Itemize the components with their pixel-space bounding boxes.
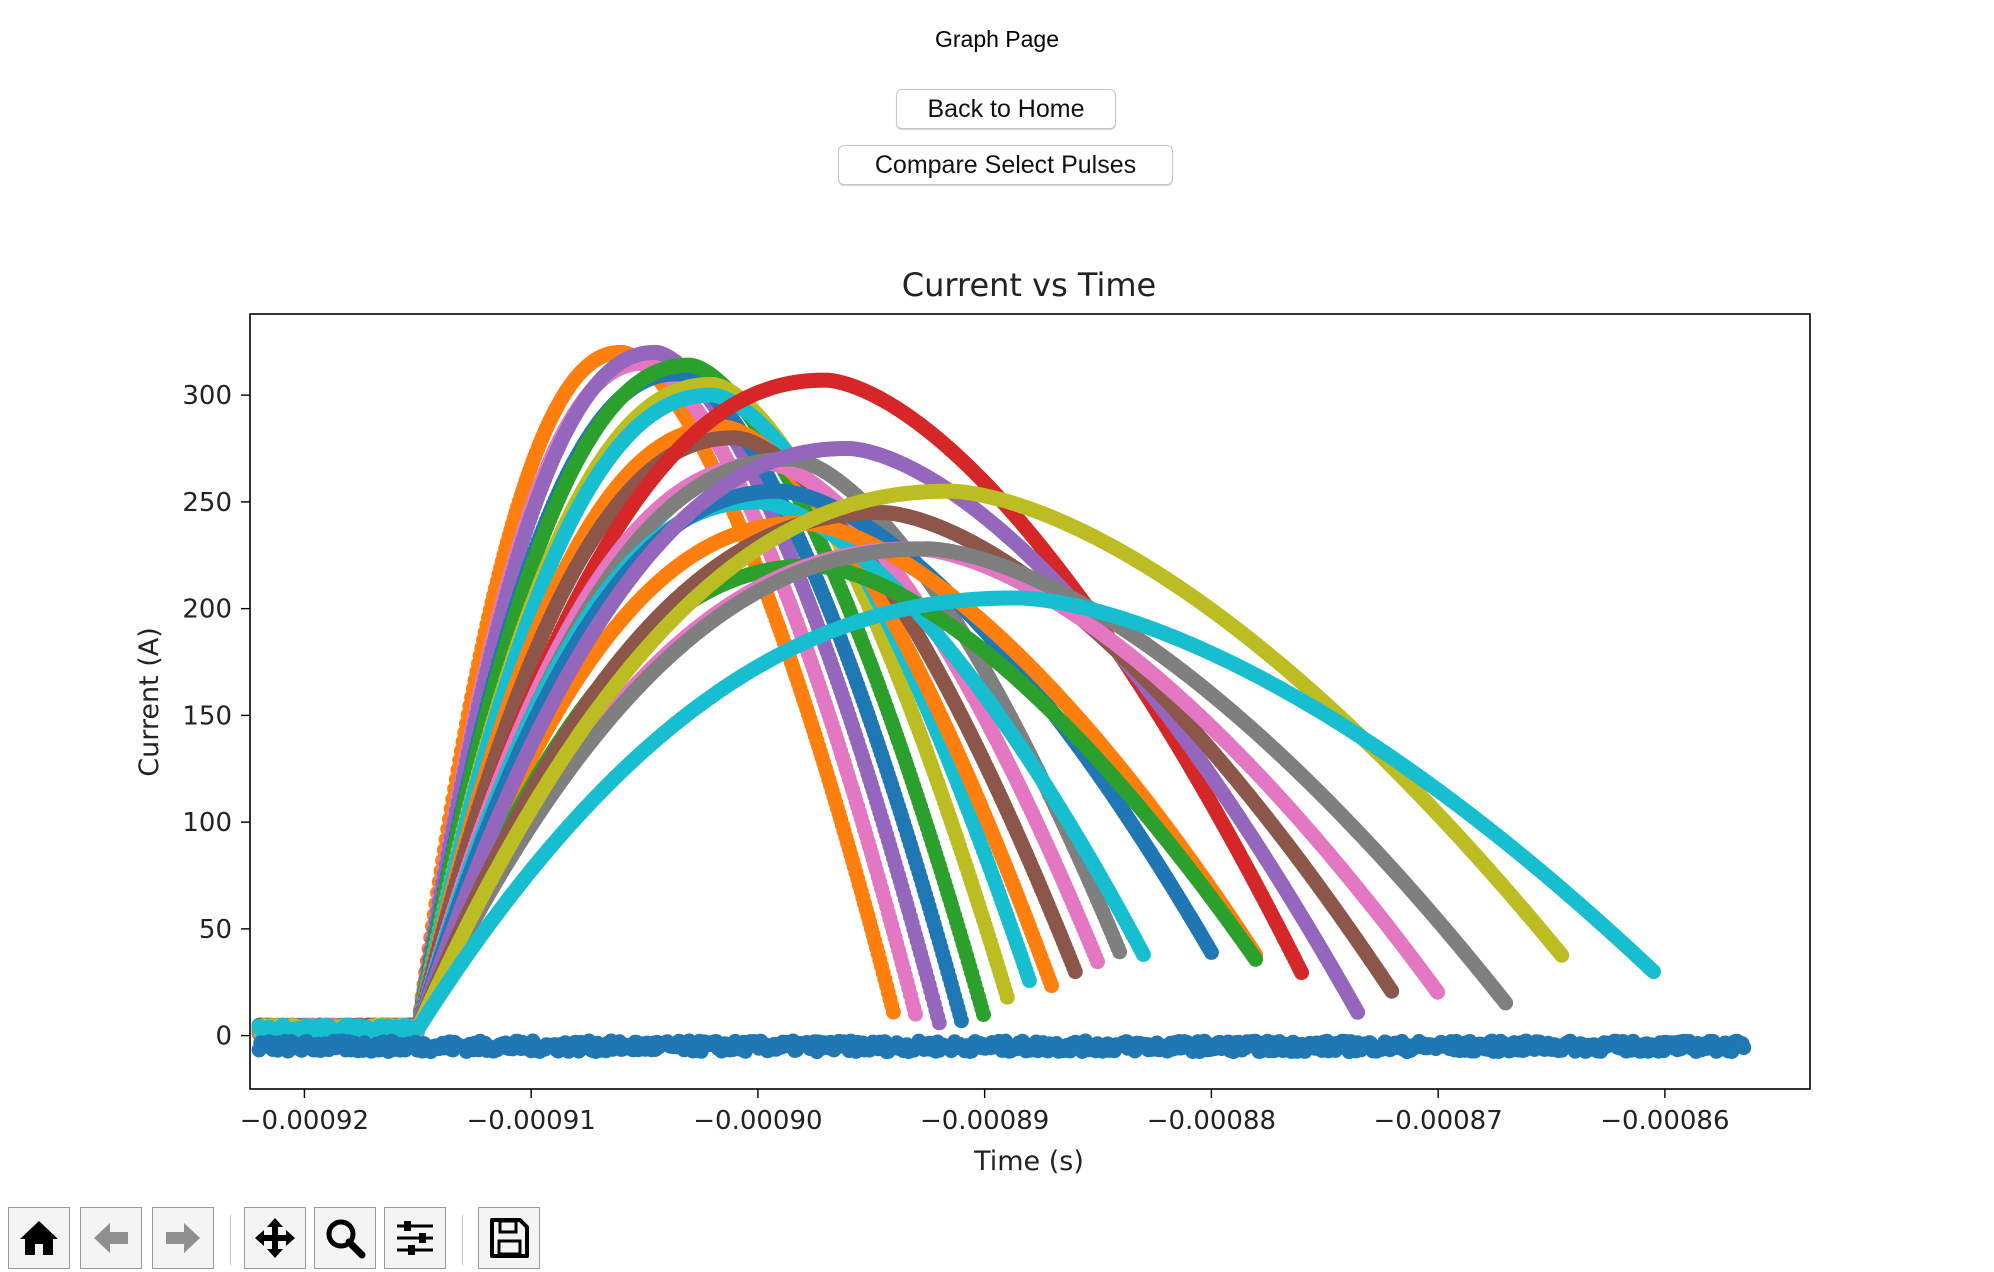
back-to-home-button[interactable]: Back to Home (896, 89, 1116, 129)
data-point (953, 1013, 969, 1029)
data-point (1021, 973, 1037, 989)
data-point (1090, 954, 1105, 970)
data-point (999, 989, 1015, 1005)
data-point (1294, 965, 1309, 981)
data-point (1044, 978, 1059, 994)
data-point (976, 1007, 991, 1022)
chart-title: Current vs Time (902, 266, 1156, 304)
data-point (908, 1006, 923, 1022)
chart-marks (251, 344, 1752, 1060)
current-vs-time-chart: Current vs Time −0.00092 −0.00091 −0.00090… (134, 266, 1811, 1177)
data-point (1067, 964, 1083, 980)
data-point (931, 1015, 947, 1031)
compare-select-pulses-button[interactable]: Compare Select Pulses (838, 145, 1173, 185)
data-point (885, 1004, 901, 1020)
page-title: Graph Page (934, 26, 1060, 52)
